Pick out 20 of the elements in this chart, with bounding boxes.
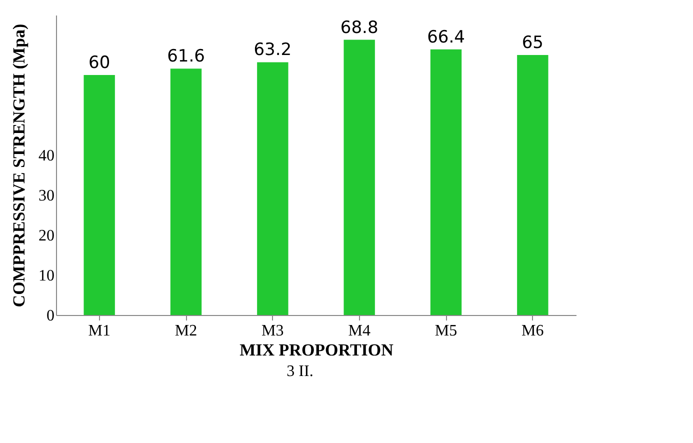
y-tick-label: 20 (38, 228, 54, 244)
y-tick-label: 0 (46, 308, 54, 324)
data-label: 66.4 (427, 27, 465, 48)
data-label: 65 (522, 33, 544, 53)
y-tick-label: 30 (38, 188, 54, 204)
data-label: 61.6 (167, 46, 205, 67)
y-axis-title: COMPPRESSIVE STRENGTH (Mpa) (10, 24, 28, 308)
y-tick-label: 10 (38, 268, 54, 284)
text: 3 II. (286, 363, 314, 380)
y-tick-label: 40 (38, 148, 54, 164)
data-label: 63.2 (254, 40, 292, 60)
x-tick-label: M6 (522, 322, 544, 340)
x-tick-label: M4 (348, 322, 370, 340)
data-label: 68.8 (340, 18, 378, 38)
x-axis-title: MIX PROPORTION (240, 340, 394, 360)
data-label: 60 (88, 53, 110, 73)
x-tick-label: M1 (88, 322, 110, 340)
x-tick-label: M3 (262, 322, 284, 340)
x-tick-label: M2 (174, 322, 198, 340)
x-tick-label: M5 (434, 322, 458, 340)
